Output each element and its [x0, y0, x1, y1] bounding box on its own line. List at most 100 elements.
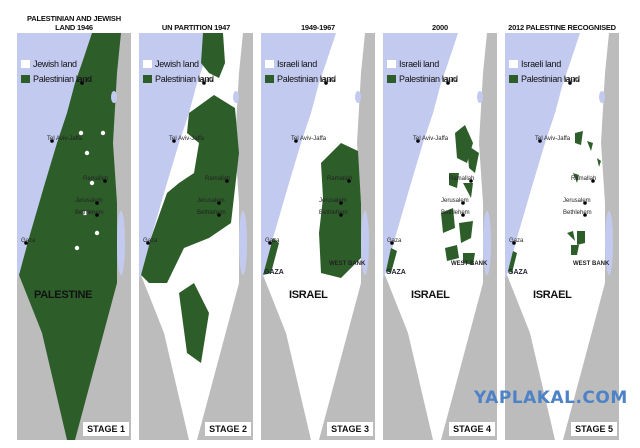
panel-title-text: 2000 [432, 22, 448, 32]
city-dot [446, 81, 450, 85]
city-dot [80, 81, 84, 85]
city-dot [583, 201, 587, 205]
palestinian-land-area [319, 143, 361, 278]
land [19, 33, 121, 440]
jewish-land-area [89, 180, 95, 186]
legend-item: Palestinian land [21, 74, 92, 84]
map-svg [139, 33, 247, 440]
legend-swatch-white [387, 60, 396, 68]
west-bank-label: WEST BANK [329, 261, 366, 267]
legend-swatch-white [509, 60, 518, 68]
watermark: YAPLAKAL.COM [474, 388, 628, 408]
panel-title: 2000 [383, 9, 497, 32]
legend-item: Jewish land [143, 59, 199, 69]
jewish-land-area [82, 210, 88, 216]
city-dot [24, 241, 28, 245]
city-label-bethlehem: Bethlehem [75, 210, 104, 216]
jewish-land-area [74, 245, 80, 251]
map-panel: Israeli land Palestinian land Haifa Tel Avi… [261, 33, 375, 440]
jewish-land-area [84, 150, 90, 156]
legend-swatch-white [143, 60, 152, 68]
palestinian-land-area [573, 173, 579, 183]
city-dot [217, 213, 221, 217]
map-svg [505, 33, 613, 440]
dead-sea [605, 211, 613, 275]
city-label-ramallah: Ramallah [205, 176, 231, 182]
legend-label: Israeli land [399, 59, 439, 69]
legend-item: Palestinian land [509, 74, 580, 84]
country-label: ISRAEL [289, 289, 328, 301]
city-label-telaviv: Tel Aviv-Jaffa [413, 136, 449, 142]
legend-label: Palestinian land [155, 74, 214, 84]
palestinian-land-area [445, 245, 459, 261]
city-label-bethlehem: Bethlehem [441, 210, 470, 216]
city-dot [469, 179, 473, 183]
city-label-bethlehem: Bethlehem [563, 210, 592, 216]
land [507, 33, 609, 440]
palestinian-land-area [567, 231, 575, 241]
city-label-jerusalem: Jerusalem [563, 198, 591, 204]
palestinian-land-area [463, 183, 473, 198]
country-label: ISRAEL [533, 289, 572, 301]
city-dot [50, 139, 54, 143]
city-label-gaza: Gaza [265, 238, 280, 244]
city-label-haifa: Haifa [77, 78, 92, 84]
jewish-land-area [100, 130, 106, 136]
sea [261, 33, 336, 279]
city-label-haifa: Haifa [321, 78, 336, 84]
jewish-land-area [94, 230, 100, 236]
legend-swatch-green [265, 75, 274, 83]
city-dot [583, 213, 587, 217]
palestinian-land-area [467, 145, 479, 173]
city-dot [339, 213, 343, 217]
stage-label: STAGE 5 [571, 422, 617, 436]
legend-swatch-green [21, 75, 30, 83]
dead-sea [361, 211, 369, 275]
panel-title-text: UN PARTITION 1947 [161, 22, 231, 32]
stage-label: STAGE 2 [205, 422, 251, 436]
map-svg [17, 33, 125, 440]
land [263, 33, 365, 440]
sea [139, 33, 214, 279]
city-label-haifa: Haifa [199, 78, 214, 84]
map-panel: Israeli land Palestinian land Haifa Tel Avi… [383, 33, 497, 440]
legend-item: Israeli land [387, 59, 439, 69]
legend-item: Israeli land [509, 59, 561, 69]
city-label-ramallah: Ramallah [327, 176, 353, 182]
city-dot [538, 139, 542, 143]
sea [17, 33, 92, 279]
panel-title-text: 1949-1967 [300, 22, 336, 32]
palestinian-land-area [459, 221, 473, 243]
city-dot [324, 81, 328, 85]
panel-title-text: 2012 PALESTINE RECOGNISED [508, 22, 616, 32]
city-label-haifa: Haifa [443, 78, 458, 84]
dead-sea [239, 211, 247, 275]
palestinian-land-area [597, 158, 601, 167]
city-dot [294, 139, 298, 143]
city-dot [268, 241, 272, 245]
legend-item: Israeli land [265, 59, 317, 69]
sea [505, 33, 580, 279]
city-label-haifa: Haifa [565, 78, 580, 84]
jewish-land-area [78, 130, 84, 136]
country-label: ISRAEL [411, 289, 450, 301]
palestinian-land-area [386, 248, 397, 273]
stage-label: STAGE 3 [327, 422, 373, 436]
gaza-region-label: GAZA [264, 269, 284, 276]
stage-label: STAGE 1 [83, 422, 129, 436]
city-dot [172, 139, 176, 143]
legend-swatch-green [509, 75, 518, 83]
palestinian-land-area [577, 231, 585, 245]
city-label-gaza: Gaza [509, 238, 524, 244]
city-label-ramallah: Ramallah [83, 176, 109, 182]
panel-title: UN PARTITION 1947 [139, 9, 253, 32]
palestinian-land-area [441, 208, 455, 233]
palestinian-land-area [179, 283, 209, 363]
palestinian-land-area [201, 33, 225, 78]
panel-title: 1949-1967 [261, 9, 375, 32]
city-label-bethlehem: Bethlehem [319, 210, 348, 216]
country-label: PALESTINE [34, 289, 93, 301]
legend-label: Palestinian land [521, 74, 580, 84]
city-label-telaviv: Tel Aviv-Jaffa [47, 136, 83, 142]
map-panel: Jewish land Palestinian land Haifa Tel Aviv… [17, 33, 131, 440]
